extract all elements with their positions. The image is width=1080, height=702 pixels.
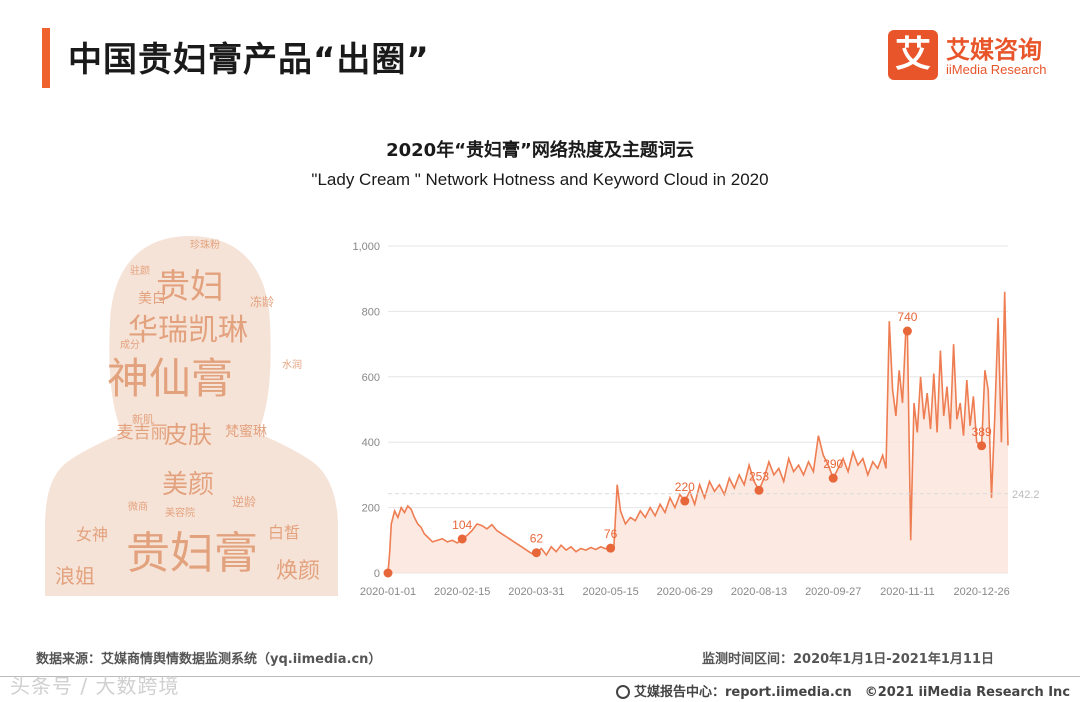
cloud-word: 梵蜜琳	[225, 424, 267, 440]
cloud-word: 皮肤	[164, 421, 212, 449]
x-tick-label: 2020-06-29	[657, 586, 713, 598]
watermark: 头条号 / 大数跨境	[10, 674, 180, 698]
cloud-word: 微商	[128, 500, 148, 513]
cloud-word: 麦吉丽	[117, 423, 168, 443]
x-tick-label: 2020-12-26	[953, 586, 1009, 598]
cloud-word: 逆龄	[232, 494, 256, 509]
y-tick-label: 400	[362, 437, 380, 449]
footer-period: 监测时间区间：2020年1月1日-2021年1月11日	[702, 652, 994, 667]
cloud-word: 驻颜	[130, 264, 150, 277]
footer-report: 艾媒报告中心：report.iimedia.cn ©2021 iiMedia R…	[616, 681, 1070, 700]
footer-divider	[0, 676, 1080, 677]
hotness-chart: 242.23 0 200 400 600 800 1,000 2020-01-01 2020…	[352, 241, 1040, 598]
average-label: 242.23	[1012, 489, 1040, 501]
x-tick-label: 2020-03-31	[508, 586, 564, 598]
annotation-label: 253	[749, 469, 769, 483]
logo-en-text: iiMedia Research	[946, 62, 1047, 77]
footer-source: 数据来源：艾媒商情舆情数据监测系统（yq.iimedia.cn）	[36, 652, 382, 667]
annotation-label: 76	[604, 527, 618, 541]
cloud-word: 美颜	[162, 470, 214, 500]
x-tick-label: 2020-05-15	[582, 586, 638, 598]
annotation-dot	[754, 485, 764, 495]
cloud-word: 新肌	[132, 412, 154, 426]
cloud-word: 珍珠粉	[190, 238, 220, 251]
y-tick-label: 600	[362, 372, 380, 384]
annotation-label: 62	[530, 532, 544, 546]
logo-cn-text: 艾媒咨询	[946, 36, 1042, 64]
cloud-word: 美白	[138, 291, 166, 307]
logo-mark: 艾	[888, 30, 938, 80]
annotation-label: 220	[675, 480, 695, 494]
cloud-word: 冻龄	[250, 294, 274, 309]
page-title: 中国贵妇膏产品“出圈”	[68, 40, 430, 80]
cloud-word: 浪姐	[55, 564, 95, 588]
annotation-dot	[977, 441, 987, 451]
x-tick-label: 2020-11-11	[880, 586, 935, 598]
globe-icon	[616, 685, 630, 699]
annotation-label: 389	[972, 425, 992, 439]
y-tick-label: 800	[362, 306, 380, 318]
y-tick-label: 200	[362, 503, 380, 515]
annotation-dot	[902, 326, 912, 336]
annotation-dot	[383, 568, 393, 578]
x-tick-label: 2020-08-13	[731, 586, 787, 598]
cloud-word: 焕颜	[276, 559, 320, 584]
cloud-word: 华瑞凯琳	[128, 313, 248, 348]
cloud-silhouette	[45, 236, 338, 596]
annotation-dot	[828, 473, 838, 483]
footer-report-text: 艾媒报告中心：report.iimedia.cn ©2021 iiMedia R…	[634, 685, 1071, 700]
hotness-line	[387, 291, 1009, 574]
cloud-word: 成分	[120, 339, 140, 351]
y-tick-label: 1,000	[352, 241, 380, 253]
x-tick-label: 2020-02-15	[434, 586, 490, 598]
x-tick-label: 2020-01-01	[360, 586, 416, 598]
cloud-word: 贵妇	[156, 267, 224, 307]
annotation-dot	[531, 548, 541, 558]
chart-title: 2020年“贵妇膏”网络热度及主题词云	[386, 140, 694, 161]
cloud-word: 女神	[76, 525, 108, 544]
annotation-dot	[680, 496, 690, 506]
annotation-dot	[457, 534, 467, 544]
annotation-label: 290	[823, 457, 843, 471]
title-accent-bar	[42, 28, 50, 88]
cloud-word: 白皙	[268, 523, 300, 542]
cloud-word: 水润	[282, 358, 302, 371]
cloud-word: 贵妇膏	[126, 528, 258, 579]
annotation-label: 104	[452, 518, 472, 532]
x-tick-label: 2020-09-27	[805, 586, 861, 598]
annotation-label: 0	[385, 548, 392, 562]
cloud-word: 神仙膏	[107, 354, 233, 403]
chart-subtitle: "Lady Cream " Network Hotness and Keywor…	[311, 170, 769, 189]
cloud-word: 美容院	[165, 506, 195, 519]
annotation-label: 740	[897, 310, 917, 324]
annotation-dot	[606, 543, 616, 553]
hotness-area	[388, 291, 1008, 573]
y-tick-label: 0	[374, 568, 380, 580]
iimedia-logo: 艾 艾媒咨询 iiMedia Research	[888, 30, 1063, 82]
